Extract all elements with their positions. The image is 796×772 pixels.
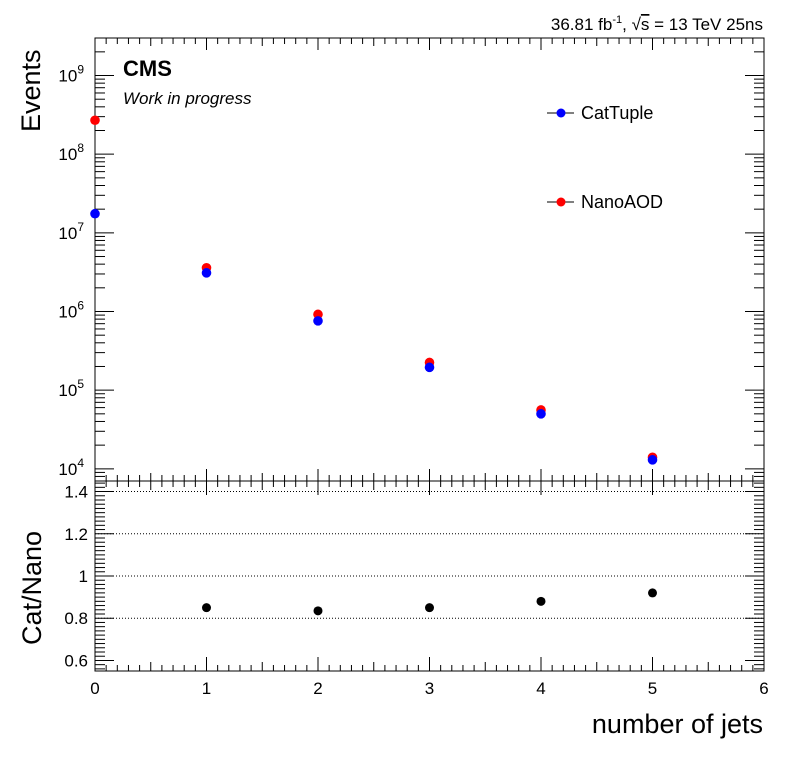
ratio-point [536, 596, 546, 606]
cms-label: CMS [123, 56, 172, 81]
lower-pad: 0.6 0.8 1 1.2 1.4 Cat/Nano 0 1 2 3 4 5 6 number of… [17, 480, 769, 739]
y-tick-label: 1.4 [64, 483, 88, 502]
lumi-label: 36.81 fb-1, √s = 13 TeV 25ns [551, 14, 763, 34]
lower-frame [94, 480, 765, 672]
upper-points [90, 115, 658, 465]
point-cattuple [313, 316, 323, 326]
legend-label-cattuple: CatTuple [581, 103, 653, 123]
x-tick-label: 5 [648, 679, 657, 698]
x-axis-title: number of jets [592, 709, 763, 739]
y-tick-label: 108 [58, 141, 84, 164]
y-tick-label: 107 [58, 220, 84, 243]
point-cattuple [536, 409, 546, 419]
y-tick-label: 0.8 [64, 609, 88, 628]
legend: CatTuple NanoAOD [547, 103, 663, 212]
y-tick-label: 105 [58, 377, 84, 400]
legend-marker-nanoaod [556, 197, 566, 207]
x-tick-label: 6 [759, 679, 768, 698]
upper-ticks: 104 105 106 107 108 109 [58, 37, 765, 482]
lumi-exponent: -1 [612, 14, 622, 26]
status-label: Work in progress [123, 89, 252, 108]
x-tick-labels: 0 1 2 3 4 5 6 [90, 679, 768, 698]
point-cattuple [201, 268, 212, 278]
y-tick-label: 104 [58, 456, 84, 479]
ratio-point [425, 603, 434, 613]
legend-entry-nanoaod: NanoAOD [547, 192, 663, 212]
legend-label-nanoaod: NanoAOD [581, 192, 663, 212]
y-tick-label: 106 [58, 299, 84, 322]
point-cattuple [90, 208, 100, 219]
point-cattuple [647, 455, 658, 465]
x-tick-label: 2 [313, 679, 322, 698]
point-cattuple [424, 362, 435, 373]
sqrt-s: s [641, 15, 650, 34]
ratio-point [313, 606, 323, 616]
x-tick-label: 0 [90, 679, 99, 698]
ratio-grid [95, 491, 764, 619]
x-tick-label: 1 [202, 679, 211, 698]
sqrt-sign: √ [632, 15, 642, 34]
ratio-point [648, 588, 657, 598]
ratio-point [202, 603, 211, 613]
energy-value: = 13 TeV 25ns [649, 15, 763, 34]
lumi-value: 36.81 fb [551, 15, 612, 34]
y-tick-label: 1 [79, 567, 88, 586]
lower-ticks: 0.6 0.8 1 1.2 1.4 [64, 481, 765, 671]
y-axis-title-upper: Events [16, 49, 46, 132]
y-axis-title-lower: Cat/Nano [17, 531, 47, 645]
point-nanoaod [90, 115, 100, 126]
y-tick-label: 1.2 [64, 525, 88, 544]
x-tick-label: 4 [536, 679, 545, 698]
ratio-points [202, 588, 657, 616]
y-tick-label: 109 [58, 63, 84, 86]
x-tick-label: 3 [425, 679, 434, 698]
y-tick-label: 0.6 [64, 651, 88, 670]
legend-entry-cattuple: CatTuple [547, 103, 653, 123]
legend-marker-cattuple [556, 108, 566, 118]
